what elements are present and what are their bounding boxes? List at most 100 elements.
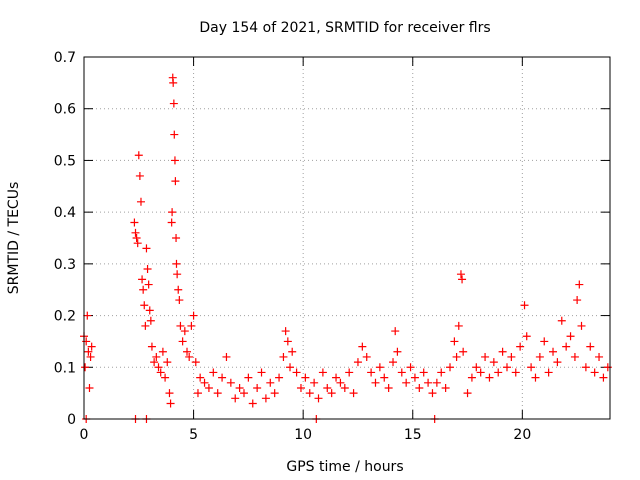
data-point <box>156 368 165 377</box>
data-point <box>135 171 144 180</box>
data-point <box>218 373 227 382</box>
data-point <box>213 389 222 398</box>
data-point <box>142 244 151 253</box>
data-point <box>144 280 153 289</box>
data-point <box>288 347 297 356</box>
data-point <box>397 368 406 377</box>
data-point <box>581 363 590 372</box>
data-point <box>270 389 279 398</box>
data-point <box>454 321 463 330</box>
data-point <box>502 363 511 372</box>
data-point <box>138 275 147 284</box>
data-point <box>459 347 468 356</box>
data-point <box>599 373 608 382</box>
data-point <box>168 208 177 217</box>
data-point <box>406 363 415 372</box>
data-point <box>169 99 178 108</box>
data-point <box>281 327 290 336</box>
data-point <box>323 383 332 392</box>
data-point <box>283 337 292 346</box>
data-point <box>163 358 172 367</box>
data-point <box>380 373 389 382</box>
data-point <box>463 389 472 398</box>
data-point <box>577 321 586 330</box>
y-tick-label: 0 <box>67 412 76 428</box>
data-point <box>81 363 90 372</box>
data-point <box>540 337 549 346</box>
data-point <box>402 378 411 387</box>
data-point <box>158 347 167 356</box>
data-point <box>175 296 184 305</box>
data-point <box>200 378 209 387</box>
data-point <box>286 363 295 372</box>
data-point <box>235 383 244 392</box>
data-point <box>301 373 310 382</box>
data-point <box>196 373 205 382</box>
data-point <box>292 368 301 377</box>
data-point <box>481 352 490 361</box>
data-point <box>516 342 525 351</box>
y-tick-label: 0.7 <box>54 50 76 66</box>
data-point <box>549 347 558 356</box>
data-point <box>428 389 437 398</box>
data-point <box>167 218 176 227</box>
plot-frame <box>83 56 611 420</box>
y-tick-label: 0.1 <box>54 360 76 376</box>
data-point <box>527 363 536 372</box>
data-point <box>522 332 531 341</box>
data-point <box>595 352 604 361</box>
data-point <box>570 352 579 361</box>
x-tick-label: 10 <box>294 427 312 443</box>
data-point <box>456 270 465 279</box>
data-point <box>244 373 253 382</box>
data-point <box>132 234 141 242</box>
data-point <box>590 368 599 377</box>
data-point <box>154 363 163 372</box>
data-point <box>231 394 240 403</box>
data-point <box>141 321 150 330</box>
data-point <box>345 368 354 377</box>
data-point <box>136 197 145 206</box>
data-point <box>441 383 450 392</box>
y-axis-label: SRMTID / TECUs <box>6 182 22 295</box>
data-point <box>553 358 562 367</box>
chart-title: Day 154 of 2021, SRMTID for receiver flr… <box>199 20 490 36</box>
data-point <box>183 347 192 356</box>
data-point <box>150 358 159 367</box>
data-point <box>310 378 319 387</box>
data-point <box>391 327 400 336</box>
data-point <box>279 352 288 361</box>
data-point <box>174 285 183 294</box>
data-point <box>253 383 262 392</box>
data-point <box>375 363 384 372</box>
data-point <box>257 368 266 377</box>
data-point <box>511 368 520 377</box>
data-point <box>185 352 194 361</box>
data-point <box>458 275 467 284</box>
data-point <box>437 368 446 377</box>
data-point <box>147 342 156 351</box>
data-point <box>573 296 582 305</box>
data-point <box>85 383 94 392</box>
data-point <box>415 383 424 392</box>
data-point <box>349 389 358 398</box>
axis-ticks: 0 0.1 0.2 0.3 0.4 0.5 0.6 0.7 0 5 10 15 20 <box>54 50 610 443</box>
data-point <box>367 368 376 377</box>
data-point <box>86 352 95 361</box>
data-point <box>336 378 345 387</box>
data-point <box>248 399 257 408</box>
data-point <box>362 352 371 361</box>
data-point <box>432 378 441 387</box>
data-point <box>507 352 516 361</box>
data-point <box>472 363 481 372</box>
y-tick-label: 0.6 <box>54 102 76 118</box>
data-point <box>384 383 393 392</box>
data-point <box>452 352 461 361</box>
data-point <box>239 389 248 398</box>
data-point <box>389 358 398 367</box>
data-point <box>187 321 196 330</box>
data-point <box>467 373 476 382</box>
data-point <box>544 368 553 377</box>
data-point <box>489 358 498 367</box>
